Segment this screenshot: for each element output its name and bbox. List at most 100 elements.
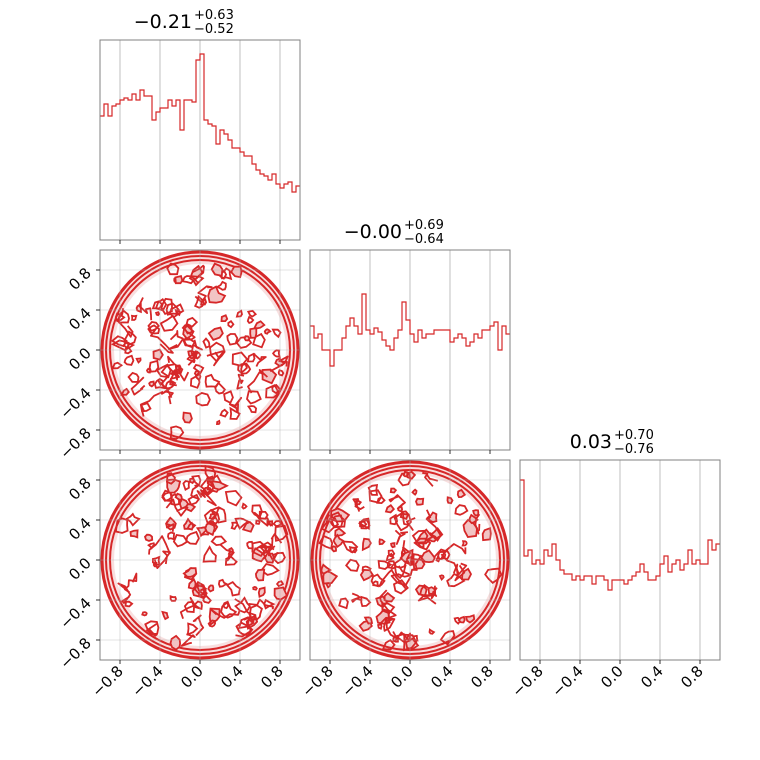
contour-blob: [246, 405, 258, 414]
contour-blob: [110, 335, 128, 348]
contour-blob: [320, 563, 332, 575]
contour-blob: [174, 308, 182, 317]
x-tick-label: −0.8: [508, 662, 546, 700]
contour-blob: [252, 320, 266, 331]
contour-blob: [257, 586, 266, 599]
contour-blob: [202, 594, 212, 604]
contour-blob: [392, 579, 409, 595]
x-tick-label: 0.4: [217, 662, 247, 692]
y-tick-label: 0.8: [65, 264, 95, 294]
contour-blob: [220, 600, 238, 619]
contour-line: [173, 365, 190, 382]
contour-blob: [461, 540, 468, 547]
contour-blob: [241, 521, 255, 533]
y-tick-label: 0.8: [65, 474, 95, 504]
contour-blob: [154, 298, 168, 312]
contour-blob: [338, 597, 349, 610]
contour-blob: [263, 328, 272, 335]
contour-line: [398, 554, 423, 576]
y-tick-label: 0.0: [65, 344, 95, 374]
title-value: 0.03: [570, 431, 612, 453]
contour-line: [140, 390, 164, 417]
contour-blob: [243, 335, 251, 342]
contour-line: [253, 511, 272, 527]
contour-line: [425, 509, 442, 540]
contour-blob: [345, 558, 360, 572]
title-lower-error: −0.64: [404, 232, 444, 247]
contour-line: [234, 598, 257, 623]
contour-line: [165, 519, 175, 532]
contour-blob: [141, 611, 148, 617]
contour-blob: [402, 470, 409, 478]
contour-blob: [154, 311, 161, 317]
contour-blob: [411, 488, 418, 496]
title-upper-error: +0.70: [614, 428, 654, 443]
contour-blob: [148, 359, 160, 373]
contour-blob: [148, 380, 155, 388]
contour-blob: [169, 634, 182, 651]
contour-blob: [193, 294, 206, 309]
contour-blob: [389, 487, 398, 494]
x-tick-label: 0.0: [597, 662, 627, 692]
x-tick-label: −0.8: [88, 662, 126, 700]
histogram-title-3: 0.03 +0.70−0.76: [570, 428, 654, 457]
contour-line: [192, 264, 205, 284]
contour-line: [228, 396, 243, 414]
contour-line: [352, 498, 365, 512]
contour-grid: [310, 460, 510, 660]
contour-blob: [207, 326, 224, 341]
contour-blob: [481, 526, 492, 542]
contour-blob: [428, 628, 436, 635]
contour-blob: [330, 545, 337, 553]
contour-blob: [123, 354, 135, 366]
contour-blob: [275, 580, 285, 588]
contour-line: [433, 543, 467, 558]
x-tick-label: 0.8: [257, 662, 287, 692]
contour-blob: [174, 492, 183, 502]
contour-line: [236, 373, 245, 390]
contour-line: [186, 350, 198, 366]
contour-blob: [135, 357, 142, 364]
x-tick-label: 0.0: [177, 662, 207, 692]
contour-blob: [252, 585, 258, 591]
y-tick-label: −0.4: [56, 594, 94, 632]
contour-blob: [124, 512, 141, 527]
contour-blob: [387, 549, 396, 558]
contour-line: [206, 349, 226, 367]
contour-blob: [249, 327, 258, 339]
contour-blob: [272, 519, 283, 528]
contour-line: [138, 297, 153, 321]
contour-blob: [389, 513, 399, 526]
contour-blob: [207, 285, 227, 304]
histogram-title-2: −0.00 +0.69−0.64: [344, 218, 444, 247]
contour-line: [255, 543, 276, 554]
contour-blob: [324, 582, 332, 589]
contour-line: [169, 369, 180, 387]
contour-blob: [271, 349, 281, 358]
contour-blob: [111, 361, 124, 370]
contour-line: [165, 498, 189, 517]
contour-blob: [357, 517, 371, 530]
contour-blob: [169, 595, 177, 602]
contour-line: [235, 616, 252, 638]
contour-line: [390, 573, 412, 587]
contour-blob: [406, 470, 417, 480]
contour-line: [388, 494, 406, 510]
x-tick-label: 0.4: [637, 662, 667, 692]
contour-blob: [207, 619, 217, 628]
contour-blob: [224, 489, 243, 507]
contour-blob: [147, 321, 160, 333]
contour-line: [269, 355, 289, 373]
contour-blob: [360, 595, 372, 608]
contour-line: [247, 369, 269, 394]
contour-blob: [386, 560, 396, 569]
contour-grid: [100, 250, 300, 450]
contour-blob: [145, 367, 152, 374]
contour-blob: [114, 517, 129, 534]
contour-blob: [130, 314, 138, 321]
contour-line: [196, 489, 217, 507]
contour-blob: [240, 362, 252, 375]
contour-line: [192, 614, 205, 637]
contour-blob: [186, 521, 195, 531]
